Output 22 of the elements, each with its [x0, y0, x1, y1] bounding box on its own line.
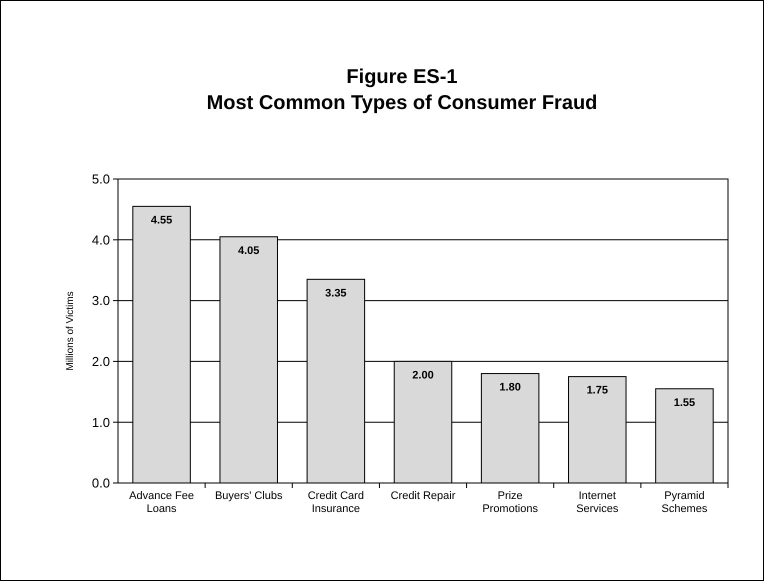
data-label: 1.55 — [674, 396, 696, 409]
data-label: 1.80 — [499, 382, 521, 394]
y-axis-title: Millions of Victims — [65, 291, 76, 371]
chart-title: Figure ES-1 Most Common Types of Consumer Fraud — [206, 66, 598, 114]
data-label: 4.55 — [150, 214, 172, 226]
y-tick-label: 4.0 — [92, 232, 110, 248]
x-tick-label: Credit Repair — [390, 490, 456, 502]
x-tick-label: Prize Promotions — [482, 490, 538, 515]
x-tick-label: Buyers' Clubs — [214, 490, 283, 502]
y-tick-label: 1.0 — [92, 414, 110, 430]
x-tick-label: Internet Services — [576, 490, 619, 515]
data-label: 1.75 — [586, 384, 608, 397]
x-tick-label: Credit Card Insurance — [308, 490, 364, 515]
y-tick-label: 3.0 — [92, 293, 110, 308]
data-label: 4.05 — [238, 244, 260, 257]
y-tick-label: 2.0 — [92, 354, 110, 369]
x-tick-label: Advance Fee Loans — [129, 490, 194, 515]
data-label: 2.00 — [412, 369, 434, 382]
x-tick-label: Pyramid Schemes — [662, 490, 708, 515]
y-tick-label: 0.0 — [92, 476, 110, 491]
y-tick-label: 5.0 — [92, 172, 110, 187]
data-label: 3.35 — [325, 287, 347, 300]
